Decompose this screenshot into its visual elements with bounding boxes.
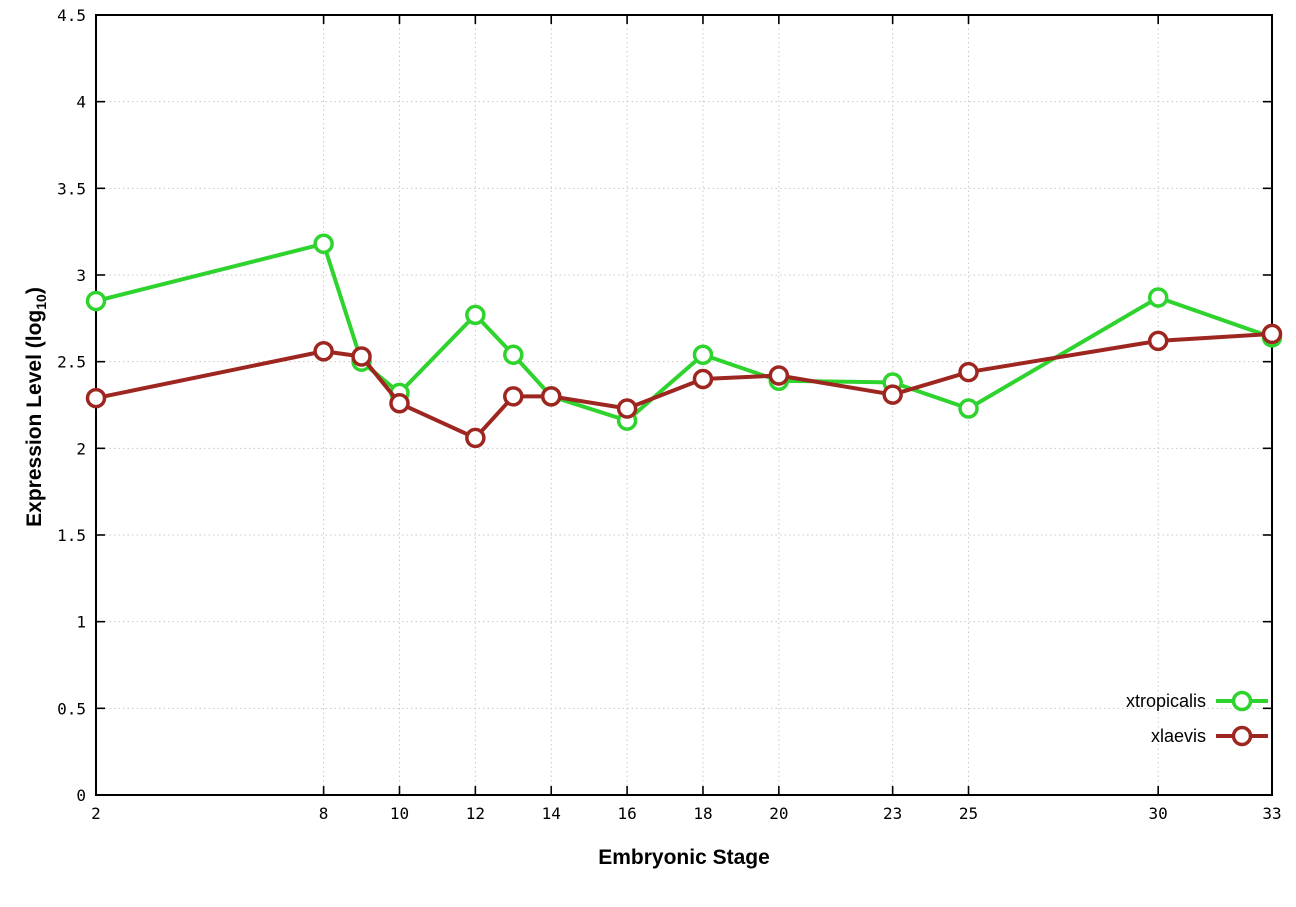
data-point-xtropicalis (313, 233, 334, 255)
plot-border (95, 14, 1273, 796)
x-tick-label: 12 (466, 804, 485, 823)
legend-marker-xlaevis (1231, 725, 1253, 747)
x-tick-label: 25 (959, 804, 978, 823)
x-tick-label: 14 (542, 804, 561, 823)
data-point-xlaevis (958, 361, 979, 383)
data-point-xlaevis (503, 386, 524, 407)
data-point-xtropicalis (85, 290, 107, 312)
x-tick-label: 20 (769, 804, 788, 823)
x-tick-label: 33 (1262, 804, 1281, 823)
legend-label-xlaevis: xlaevis (1151, 726, 1206, 746)
y-tick-label: 0 (76, 786, 86, 805)
y-tick-label: 1 (76, 613, 86, 632)
legend-label-xtropicalis: xtropicalis (1126, 691, 1206, 711)
y-tick-label: 2.5 (57, 353, 86, 372)
data-point-xlaevis (1147, 330, 1169, 352)
data-point-xlaevis (882, 384, 903, 405)
x-tick-label: 16 (617, 804, 636, 823)
data-point-xlaevis (540, 386, 562, 407)
data-point-xtropicalis (503, 344, 524, 365)
series-line-xlaevis (94, 331, 1274, 440)
x-tick-label: 30 (1149, 804, 1168, 823)
x-axis-label: Embryonic Stage (598, 846, 770, 869)
x-tick-label: 8 (319, 804, 329, 823)
data-point-xlaevis (768, 365, 790, 386)
data-point-xlaevis (616, 398, 638, 419)
data-point-xtropicalis (465, 304, 486, 326)
data-point-xtropicalis (1147, 287, 1169, 308)
series-line-xtropicalis (94, 241, 1274, 423)
data-point-xtropicalis (692, 344, 714, 365)
y-tick-label: 4.5 (57, 6, 86, 25)
x-tick-label: 23 (883, 804, 902, 823)
x-tick-label: 18 (693, 804, 712, 823)
x-tick-label: 2 (91, 804, 101, 823)
data-point-xlaevis (1261, 323, 1283, 345)
data-point-xlaevis (692, 368, 714, 390)
legend-marker-xtropicalis (1231, 690, 1253, 712)
data-point-xlaevis (351, 346, 372, 367)
data-point-xlaevis (85, 387, 107, 409)
y-axis-label: Expression Level (log10) (23, 107, 53, 707)
x-tick-label: 10 (390, 804, 409, 823)
y-tick-label: 0.5 (57, 699, 86, 718)
y-axis-label-subscript: 10 (33, 294, 50, 310)
y-tick-label: 3 (76, 266, 86, 285)
y-tick-label: 2 (76, 439, 86, 458)
y-axis-label-main: Expression Level (log (23, 309, 46, 527)
data-point-xlaevis (465, 427, 486, 449)
y-tick-label: 1.5 (57, 526, 86, 545)
data-point-xlaevis (313, 341, 334, 362)
y-axis-label-close: ) (23, 287, 46, 295)
data-point-xlaevis (389, 393, 410, 414)
data-point-xtropicalis (958, 398, 979, 419)
y-tick-label: 4 (76, 93, 86, 112)
y-tick-label: 3.5 (57, 179, 86, 198)
